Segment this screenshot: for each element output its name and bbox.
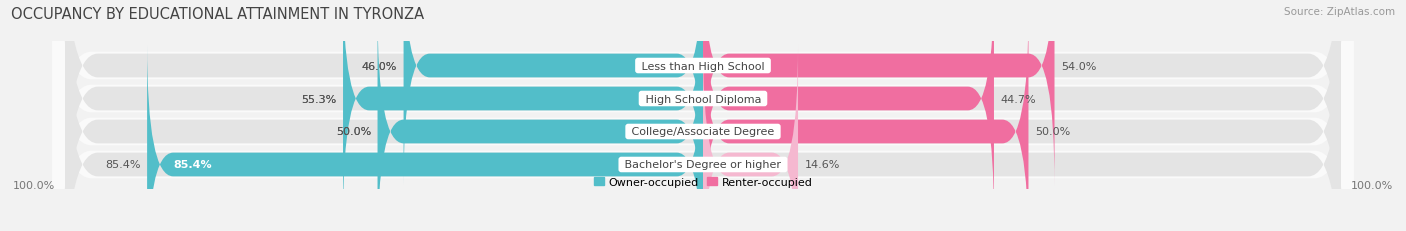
Text: 14.6%: 14.6%	[804, 160, 839, 170]
Text: OCCUPANCY BY EDUCATIONAL ATTAINMENT IN TYRONZA: OCCUPANCY BY EDUCATIONAL ATTAINMENT IN T…	[11, 7, 425, 22]
Text: 50.0%: 50.0%	[336, 127, 371, 137]
Text: High School Diploma: High School Diploma	[641, 94, 765, 104]
FancyBboxPatch shape	[52, 0, 1354, 231]
Text: 85.4%: 85.4%	[105, 160, 141, 170]
FancyBboxPatch shape	[52, 0, 1354, 231]
Text: 100.0%: 100.0%	[1351, 180, 1393, 190]
Text: Less than High School: Less than High School	[638, 61, 768, 71]
Text: 55.3%: 55.3%	[301, 94, 336, 104]
Text: 54.0%: 54.0%	[1062, 61, 1097, 71]
FancyBboxPatch shape	[404, 0, 703, 186]
Text: 100.0%: 100.0%	[13, 180, 55, 190]
FancyBboxPatch shape	[343, 0, 703, 219]
FancyBboxPatch shape	[378, 12, 703, 231]
Text: 44.7%: 44.7%	[1001, 94, 1036, 104]
Text: 46.0%: 46.0%	[361, 61, 396, 71]
FancyBboxPatch shape	[703, 0, 1054, 186]
Text: Source: ZipAtlas.com: Source: ZipAtlas.com	[1284, 7, 1395, 17]
FancyBboxPatch shape	[52, 0, 1354, 231]
Text: 85.4%: 85.4%	[173, 160, 212, 170]
FancyBboxPatch shape	[65, 0, 1341, 231]
FancyBboxPatch shape	[52, 0, 1354, 231]
FancyBboxPatch shape	[65, 0, 1341, 219]
Text: 55.3%: 55.3%	[301, 94, 336, 104]
Legend: Owner-occupied, Renter-occupied: Owner-occupied, Renter-occupied	[589, 173, 817, 191]
FancyBboxPatch shape	[703, 0, 994, 219]
FancyBboxPatch shape	[148, 45, 703, 231]
FancyBboxPatch shape	[703, 12, 1028, 231]
FancyBboxPatch shape	[65, 0, 1341, 231]
Text: College/Associate Degree: College/Associate Degree	[628, 127, 778, 137]
FancyBboxPatch shape	[65, 12, 1341, 231]
Text: 46.0%: 46.0%	[361, 61, 396, 71]
Text: 50.0%: 50.0%	[1035, 127, 1070, 137]
Text: 50.0%: 50.0%	[336, 127, 371, 137]
Text: Bachelor's Degree or higher: Bachelor's Degree or higher	[621, 160, 785, 170]
FancyBboxPatch shape	[703, 45, 799, 231]
